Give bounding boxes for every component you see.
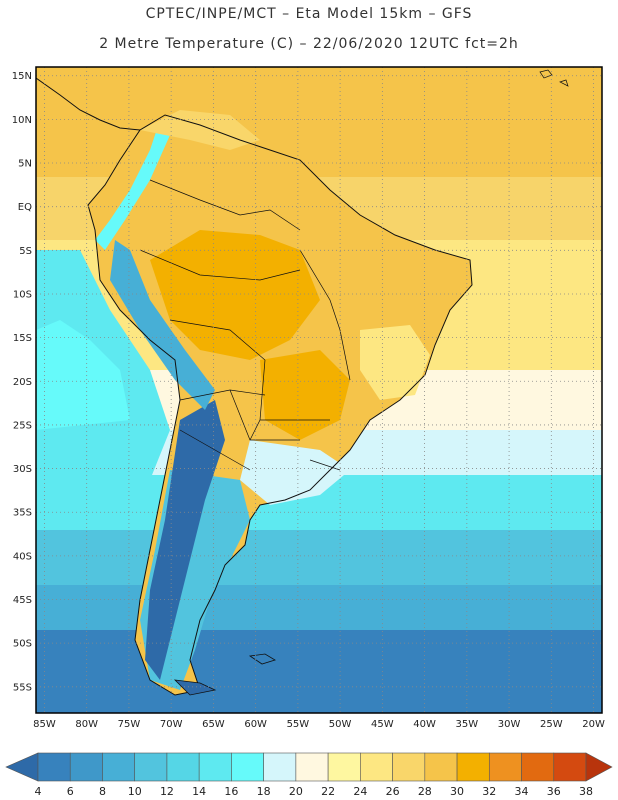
pacific-cool-core: [36, 320, 130, 430]
colorbar-swatch: [37, 752, 71, 782]
lon-label: 45W: [371, 719, 394, 730]
lon-label: 25W: [540, 719, 563, 730]
ocean-band-38s: [36, 530, 602, 585]
southern-andes-cold: [145, 400, 225, 680]
colorbar-tick-label: 34: [515, 785, 529, 798]
colorbar-swatch: [553, 752, 587, 782]
lon-label: 20W: [582, 719, 605, 730]
colorbar-swatch: [360, 752, 393, 782]
lat-label: 35S: [13, 508, 32, 519]
colorbar-swatch: [69, 752, 103, 782]
lon-label: 65W: [202, 719, 225, 730]
central-brazil-hot: [260, 350, 350, 440]
colorbar-arrow-high: [585, 752, 613, 782]
colorbar-swatch: [521, 752, 555, 782]
colorbar-tick-label: 4: [35, 785, 42, 798]
lon-label: 85W: [33, 719, 56, 730]
colorbar-tick-label: 12: [160, 785, 174, 798]
falkland-islands: [248, 653, 276, 665]
ocean-band-45s: [36, 585, 602, 630]
lon-label: 40W: [413, 719, 436, 730]
pampas-cool: [240, 440, 350, 505]
colorbar-tick-label: 8: [99, 785, 106, 798]
colorbar-tick-label: 28: [418, 785, 432, 798]
colorbar-tick-label: 20: [289, 785, 303, 798]
lat-label: 5S: [19, 246, 32, 257]
lat-label: 5N: [18, 159, 32, 170]
longitude-labels: 85W 80W 75W 70W 65W 60W 55W 50W 45W 40W 35W 30W 25W 2…: [33, 719, 605, 730]
temperature-field: [36, 67, 602, 713]
title-line-1: CPTEC/INPE/MCT – Eta Model 15km – GFS: [145, 6, 473, 22]
lat-label: 25S: [13, 420, 32, 431]
coastline: [87, 114, 473, 696]
tierra-del-fuego: [173, 679, 217, 696]
lat-label: 20S: [13, 377, 32, 388]
colorbar-swatch: [231, 752, 264, 782]
colorbar-swatch: [392, 752, 426, 782]
colorbar-swatch: [134, 752, 168, 782]
northern-andes-cool: [95, 120, 170, 250]
colorbar-swatch: [295, 752, 329, 782]
lat-label: 50S: [13, 639, 32, 650]
title-line-2: 2 Metre Temperature (C) – 22/06/2020 12U…: [99, 36, 519, 52]
lon-label: 75W: [118, 719, 141, 730]
country-borders: [139, 179, 351, 471]
colorbar-swatch: [327, 752, 361, 782]
lon-label: 60W: [244, 719, 267, 730]
caribbean-islands: [539, 69, 569, 87]
colorbar-swatch: [102, 752, 136, 782]
central-andes-cold: [110, 240, 215, 410]
lat-label: EQ: [18, 202, 32, 213]
lat-label: 15S: [13, 333, 32, 344]
colorbar-tick-label: 32: [482, 785, 496, 798]
colorbar-swatch: [263, 752, 297, 782]
colorbar-tick-label: 16: [224, 785, 238, 798]
colorbar-arrow-low: [5, 752, 39, 782]
colorbar: [5, 752, 613, 782]
colorbar-tick-label: 30: [450, 785, 464, 798]
lat-label: 10S: [13, 289, 32, 300]
lon-label: 80W: [75, 719, 98, 730]
lat-label: 40S: [13, 551, 32, 562]
colorbar-tick-label: 6: [67, 785, 74, 798]
lat-label: 55S: [13, 682, 32, 693]
colorbar-labels: 4 6 8 10 12 14 16 18 20 22 24 26 28 30 32 34 36 38: [35, 785, 594, 798]
colorbar-swatch: [424, 752, 458, 782]
lon-label: 50W: [329, 719, 352, 730]
colorbar-tick-label: 36: [547, 785, 561, 798]
colorbar-tick-label: 24: [353, 785, 367, 798]
colorbar-swatch: [198, 752, 232, 782]
colorbar-swatch: [456, 752, 490, 782]
ocean-band-50s: [36, 630, 602, 713]
lon-label: 70W: [160, 719, 183, 730]
colorbar-tick-label: 18: [257, 785, 271, 798]
colorbar-tick-label: 38: [579, 785, 593, 798]
latitude-labels: 15N 10N 5N EQ 5S 10S 15S 20S 25S 30S 35S 40S 45S 50S 5…: [12, 71, 32, 693]
lon-label: 55W: [287, 719, 310, 730]
caribbean-coast: [140, 110, 260, 150]
lat-label: 45S: [13, 595, 32, 606]
colorbar-swatch: [166, 752, 200, 782]
colorbar-swatch: [488, 752, 522, 782]
colorbar-tick-label: 14: [192, 785, 206, 798]
colorbar-tick-label: 10: [128, 785, 142, 798]
colorbar-tick-label: 26: [386, 785, 400, 798]
lon-label: 30W: [498, 719, 521, 730]
lon-label: 35W: [456, 719, 479, 730]
central-america-coast: [36, 77, 141, 131]
lat-label: 10N: [12, 115, 32, 126]
amazon-hot-core: [150, 230, 320, 360]
colorbar-tick-label: 22: [321, 785, 335, 798]
map-frame: [35, 66, 603, 714]
lat-label: 30S: [13, 464, 32, 475]
lat-label: 15N: [12, 71, 32, 82]
